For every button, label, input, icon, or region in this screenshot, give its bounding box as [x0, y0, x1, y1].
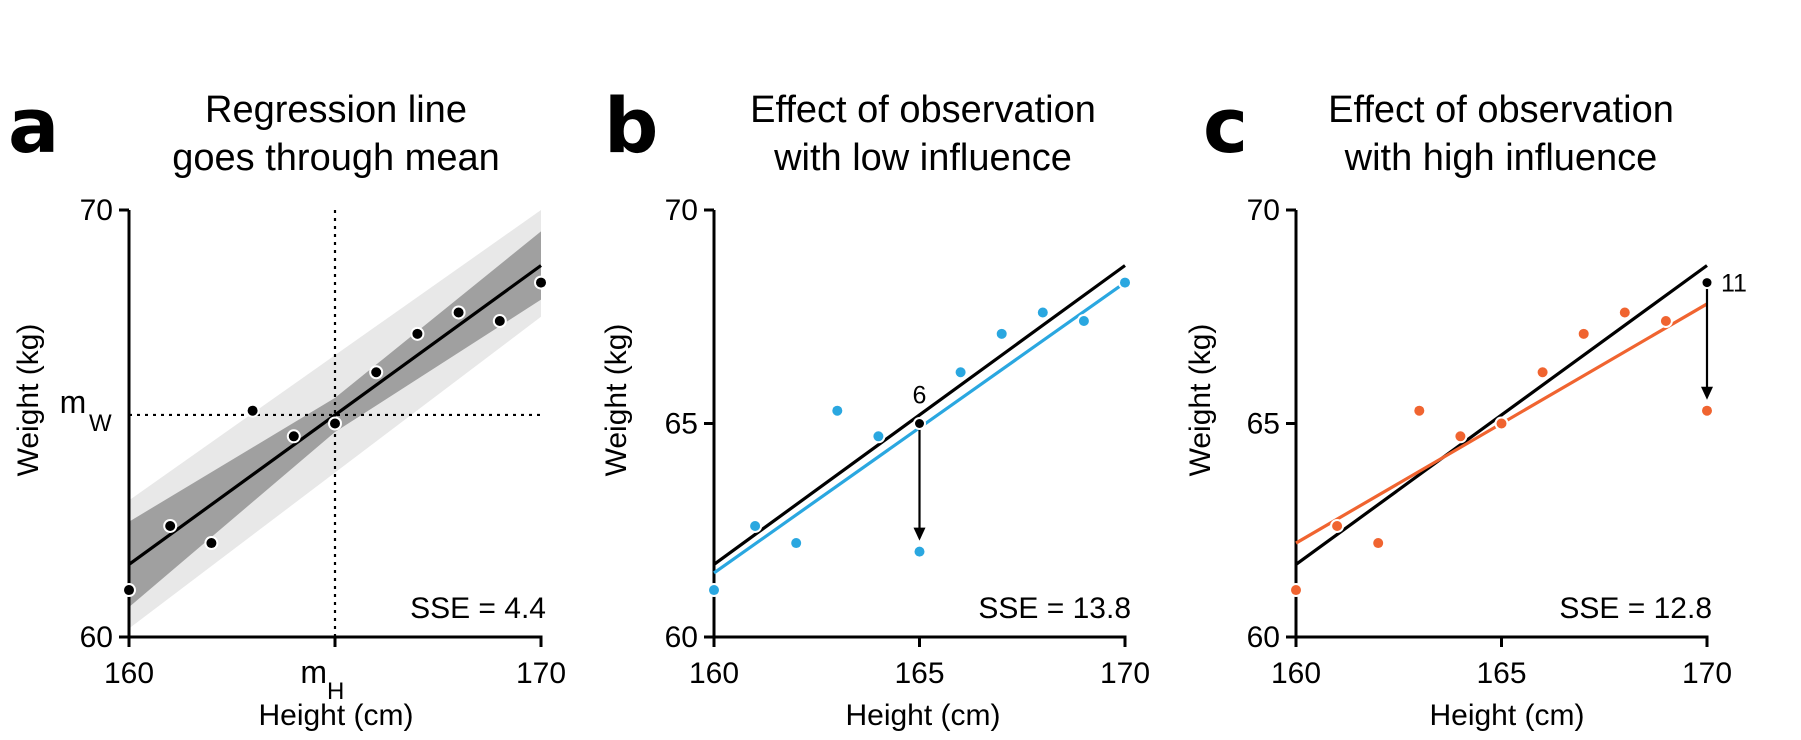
panel-a-title-line-1: Regression line	[205, 89, 467, 131]
panel-b-data-point	[1037, 307, 1048, 318]
panel-c-original-point-label: 11	[1721, 270, 1747, 298]
panel-c-x-axis-label: Height (cm)	[1429, 699, 1584, 732]
panel-c-data-point	[1619, 307, 1630, 318]
panel-a-data-point	[330, 418, 340, 429]
panel-a-fit-line	[128, 264, 542, 566]
panel-c-y-axis-label: Weight (kg)	[1184, 324, 1217, 477]
panel-b: b Effect of observation with low influen…	[600, 81, 1150, 732]
panel-b-x-tick-label: 165	[894, 657, 944, 690]
panel-a: a Regression line goes through mean SSE …	[8, 81, 566, 732]
panel-letter-a: a	[8, 81, 59, 170]
panel-b-title-line-2: with low influence	[773, 137, 1072, 179]
panel-a-mean-y-label: m	[60, 384, 87, 420]
panel-b-x-tick-label: 170	[1100, 657, 1150, 690]
panel-b-original-point-label: 6	[913, 382, 927, 410]
panel-b-y-tick-label: 60	[665, 621, 698, 654]
panel-a-x-tick-label: 160	[104, 657, 154, 690]
panel-c-data-point	[1455, 431, 1466, 442]
panel-b-data-point	[832, 405, 843, 416]
panel-a-data-point	[494, 316, 505, 327]
panel-c-x-tick-label: 165	[1476, 657, 1526, 690]
panel-a-data-point	[206, 538, 217, 549]
panel-c-original-point	[1702, 278, 1712, 288]
panel-c-data-point	[1373, 538, 1384, 549]
panel-b-data-point	[955, 367, 966, 378]
panel-b-y-tick-label: 65	[665, 408, 698, 441]
panel-c-data-point	[1291, 585, 1301, 596]
panel-b-data-point	[996, 328, 1007, 339]
panel-b-data-point	[873, 431, 884, 442]
panel-b-data-point	[1120, 277, 1130, 288]
panel-letter-b: b	[604, 81, 658, 170]
panel-c-data-point	[1660, 316, 1671, 327]
panel-a-mean-x-label: m	[300, 654, 327, 690]
panel-letter-c: c	[1203, 81, 1248, 170]
panel-c-data-point	[1578, 328, 1589, 339]
panel-b-y-axis-label: Weight (kg)	[600, 324, 633, 477]
panel-b-x-tick-label: 160	[689, 657, 739, 690]
panel-b-original-point	[915, 419, 924, 428]
panel-c-shift-arrow-head	[1701, 386, 1713, 400]
panel-a-data-point	[453, 307, 464, 318]
panel-c: c Effect of observation with high influe…	[1184, 81, 1747, 732]
panel-a-y-axis-label: Weight (kg)	[12, 324, 45, 477]
panel-b-title-line-1: Effect of observation	[750, 89, 1096, 131]
panel-c-data-point	[1414, 405, 1425, 416]
panel-c-x-tick-label: 170	[1682, 657, 1732, 690]
panel-c-x-tick-label: 160	[1271, 657, 1321, 690]
panel-a-data-point	[412, 328, 423, 339]
panel-a-y-tick-label: 70	[80, 194, 113, 227]
panel-a-data-point	[536, 277, 546, 288]
panel-b-x-axis-label: Height (cm)	[845, 699, 1000, 732]
panel-b-data-point	[1078, 316, 1089, 327]
panel-a-x-axis-label: Height (cm)	[258, 699, 413, 732]
panel-b-data-point	[709, 585, 719, 596]
panel-a-x-tick-label: 170	[516, 657, 566, 690]
panel-c-data-point	[1537, 367, 1548, 378]
panel-c-title-line-2: with high influence	[1344, 137, 1658, 179]
panel-b-y-tick-label: 70	[665, 194, 698, 227]
panel-a-mean-y-label-sub: W	[89, 410, 112, 437]
panel-b-data-point	[750, 520, 761, 531]
panel-a-sse-label: SSE = 4.4	[410, 592, 546, 625]
panel-b-shift-arrow-head	[913, 527, 926, 541]
panel-c-sse-label: SSE = 12.8	[1559, 592, 1712, 625]
panel-b-data-point	[914, 546, 925, 557]
panel-c-y-tick-label: 60	[1247, 621, 1280, 654]
panel-a-data-point	[288, 431, 299, 442]
panel-c-original-fit-line	[1295, 264, 1708, 566]
panel-a-data-point	[165, 520, 176, 531]
panel-c-data-point	[1332, 520, 1343, 531]
panel-a-title-line-2: goes through mean	[172, 137, 499, 179]
panel-a-y-tick-label: 60	[80, 621, 113, 654]
panel-a-data-point	[247, 405, 258, 416]
panel-c-data-point	[1496, 418, 1507, 429]
panel-b-data-point	[791, 538, 802, 549]
panel-c-title-line-1: Effect of observation	[1328, 89, 1674, 131]
panel-a-data-point	[124, 585, 134, 596]
panel-c-y-tick-label: 70	[1247, 194, 1280, 227]
panel-b-sse-label: SSE = 13.8	[978, 592, 1131, 625]
panel-a-mean-x-label-sub: H	[327, 678, 344, 705]
panel-a-data-point	[371, 367, 382, 378]
panel-b-original-fit-line	[713, 264, 1126, 566]
panel-c-data-point	[1702, 405, 1712, 416]
panel-c-y-tick-label: 65	[1247, 408, 1280, 441]
